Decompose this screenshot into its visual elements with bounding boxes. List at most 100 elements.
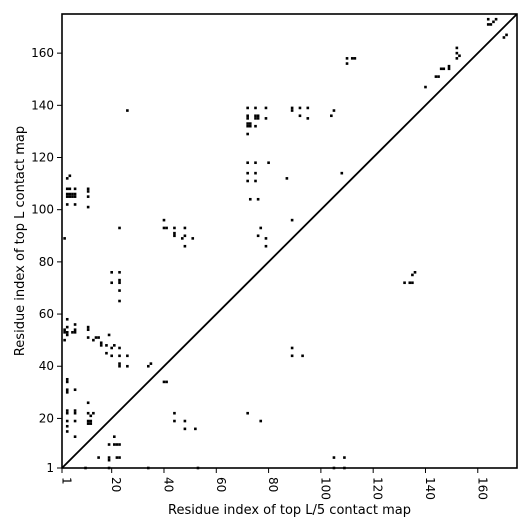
contact-point-lower [173, 419, 176, 423]
y-tick-label: 60 [39, 307, 54, 321]
contact-point-upper [68, 174, 72, 178]
contact-point-lower [332, 456, 336, 459]
contact-point-upper [68, 195, 72, 198]
contact-point-lower [65, 377, 69, 381]
contact-point-upper [126, 364, 129, 368]
x-tick-label: 1 [60, 477, 74, 485]
contact-point-lower [73, 409, 77, 412]
contact-point-upper [254, 106, 257, 110]
contact-point-upper [413, 271, 417, 274]
contact-point-upper [254, 114, 257, 118]
contact-point-upper [73, 192, 77, 196]
contact-point-lower [118, 456, 121, 459]
contact-point-upper [254, 179, 257, 183]
diagonal-line [61, 13, 518, 469]
contact-point-upper [267, 161, 270, 165]
x-tick-label: 20 [109, 477, 123, 492]
contact-point-upper [246, 179, 249, 183]
contact-point-lower [183, 427, 187, 431]
contact-point-lower [89, 414, 93, 418]
contact-point-lower [194, 427, 197, 431]
contact-point-upper [99, 341, 103, 345]
contact-point-upper [73, 328, 77, 332]
contact-point-upper [86, 325, 90, 329]
contact-point-upper [455, 46, 459, 50]
contact-point-upper [332, 109, 336, 112]
contact-point-lower [89, 422, 93, 425]
contact-point-lower [65, 391, 69, 394]
contact-point-upper [502, 36, 506, 39]
contact-point-upper [447, 64, 451, 68]
y-tick-label: 120 [31, 151, 54, 165]
contact-point-lower [89, 419, 93, 423]
contact-point-upper [248, 122, 252, 125]
contact-point-upper [68, 187, 72, 191]
contact-point-lower [107, 456, 111, 459]
plot-frame [61, 13, 518, 469]
contact-point-lower [107, 443, 111, 446]
contact-point-upper [254, 124, 257, 128]
contact-point-lower [107, 458, 111, 462]
contact-point-upper [173, 231, 176, 235]
contact-point-upper [408, 281, 412, 285]
contact-point-upper [97, 336, 100, 339]
contact-point-upper [65, 192, 69, 196]
contact-point-upper [290, 109, 294, 112]
contact-point-upper [118, 281, 121, 285]
contact-point-upper [330, 114, 333, 118]
contact-point-upper [455, 51, 459, 55]
contact-point-upper [285, 177, 289, 180]
contact-point-upper [424, 85, 427, 89]
contact-point-upper [63, 331, 66, 334]
contact-point-upper [183, 244, 187, 248]
contact-point-lower [65, 419, 69, 423]
x-axis-ticks: 1 20 40 60 80 100 120 140 160 [60, 468, 489, 500]
contact-point-lower [65, 388, 69, 392]
contact-point-upper [254, 117, 257, 120]
contact-point-upper [71, 195, 74, 198]
contact-point-upper [246, 117, 249, 120]
contact-point-upper [73, 331, 77, 334]
contact-point-upper [162, 218, 166, 222]
contact-point-lower [165, 380, 168, 384]
contact-point-upper [126, 354, 129, 358]
contact-point-lower [112, 443, 116, 446]
contact-point-upper [264, 244, 268, 248]
contact-point-upper [73, 323, 77, 326]
contact-point-upper [110, 354, 113, 358]
contact-point-upper [298, 114, 302, 118]
contact-point-upper [118, 346, 121, 350]
contact-point-upper [65, 317, 69, 321]
contact-point-upper [86, 336, 90, 339]
contact-point-lower [343, 456, 346, 459]
contact-point-lower [65, 409, 69, 412]
contact-point-upper [439, 67, 443, 71]
contact-point-upper [505, 33, 508, 37]
contact-point-upper [73, 203, 77, 206]
contact-point-upper [256, 114, 260, 118]
contact-point-upper [99, 344, 103, 347]
contact-point-upper [455, 57, 459, 60]
contact-point-lower [183, 419, 187, 423]
contact-point-lower [115, 456, 119, 459]
contact-point-upper [442, 67, 446, 71]
contact-point-upper [86, 190, 90, 193]
contact-point-upper [110, 346, 113, 350]
contact-point-lower [86, 411, 90, 415]
contact-point-upper [65, 187, 69, 191]
contact-point-upper [246, 124, 249, 128]
contact-point-upper [306, 117, 310, 120]
contact-point-lower [301, 354, 304, 358]
contact-point-upper [256, 197, 260, 201]
x-tick-label: 40 [161, 477, 175, 492]
contact-point-upper [86, 187, 90, 191]
contact-point-upper [306, 106, 310, 110]
y-tick-label: 160 [31, 46, 54, 60]
contact-point-upper [437, 75, 440, 78]
contact-point-upper [118, 362, 121, 365]
x-tick-label: 100 [318, 477, 332, 500]
y-tick-label: 20 [39, 411, 54, 425]
contact-point-upper [65, 331, 69, 334]
contact-point-upper [254, 161, 257, 165]
